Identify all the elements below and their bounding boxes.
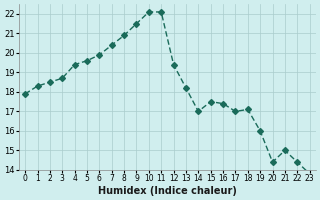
X-axis label: Humidex (Indice chaleur): Humidex (Indice chaleur): [98, 186, 237, 196]
